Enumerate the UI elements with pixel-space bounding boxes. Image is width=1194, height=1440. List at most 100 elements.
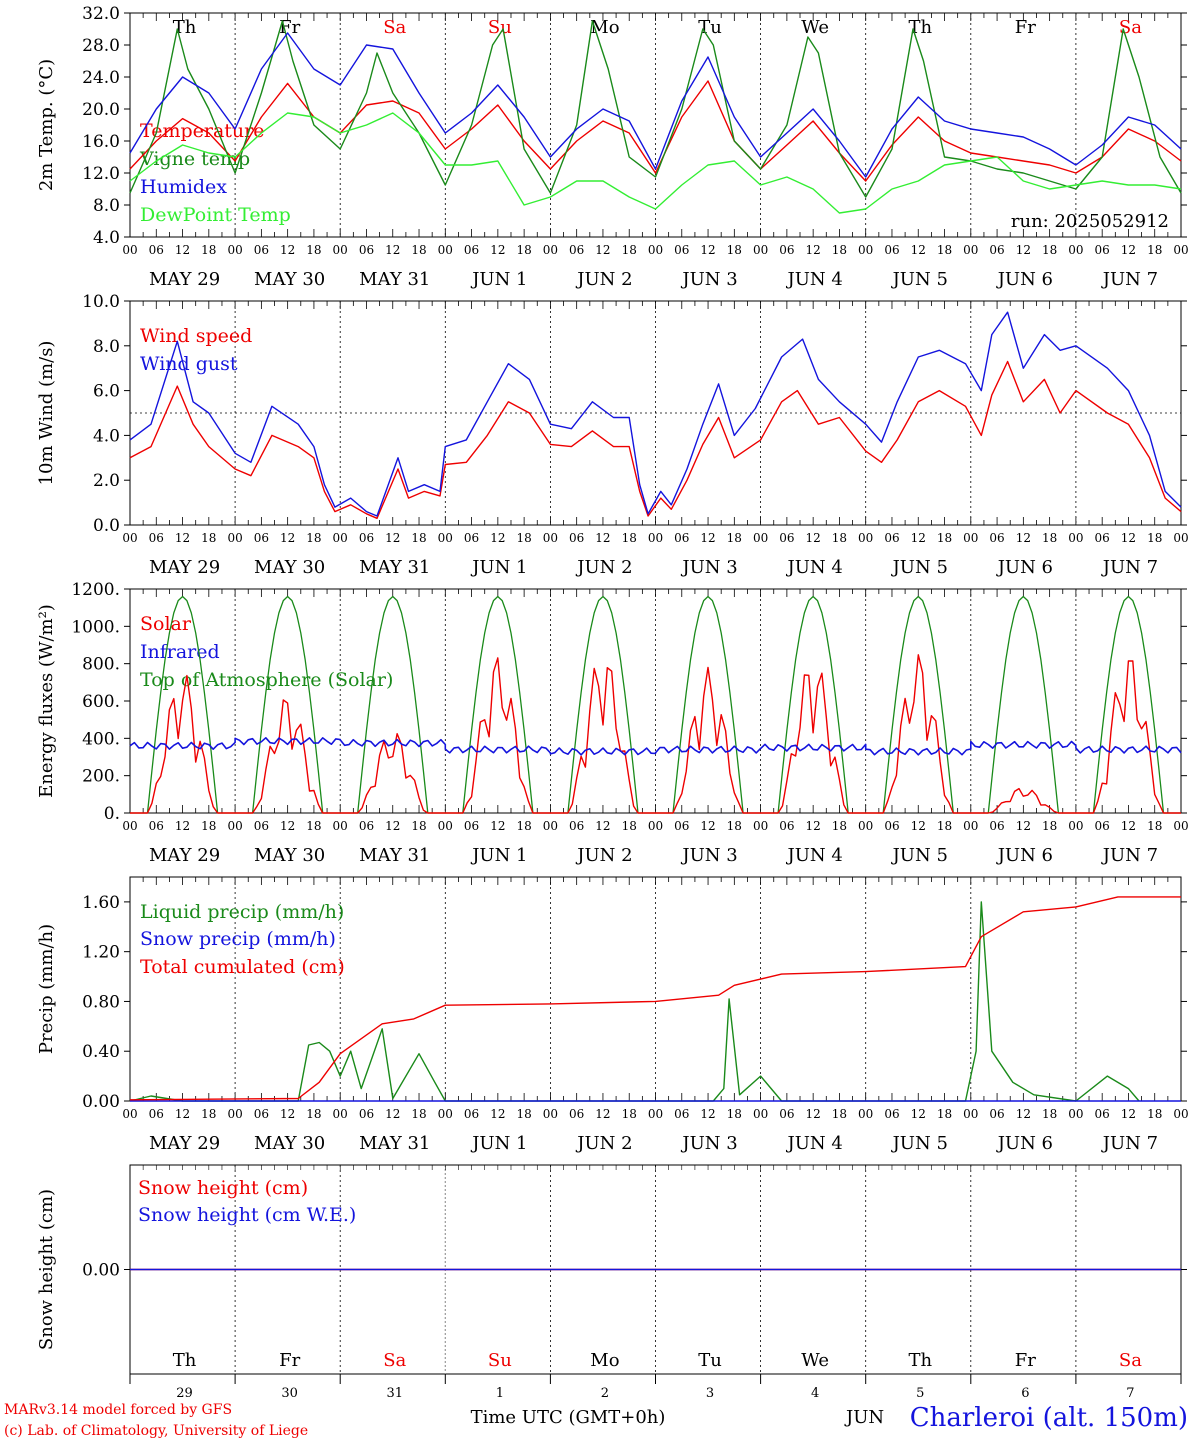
y-tick-label: 10.0 bbox=[82, 292, 120, 312]
day-name: Su bbox=[488, 17, 512, 38]
time-axis-label: Time UTC (GMT+0h) bbox=[471, 1407, 666, 1428]
date-label: JUN 3 bbox=[680, 1133, 737, 1154]
y-tick-label: 28.0 bbox=[82, 36, 120, 56]
hour-tick-label: 06 bbox=[569, 531, 584, 545]
y-tick-label: 1.60 bbox=[82, 893, 120, 913]
y-axis-label: Precip (mm/h) bbox=[36, 924, 57, 1054]
hour-tick-label: 00 bbox=[1068, 531, 1083, 545]
hour-tick-label: 00 bbox=[227, 819, 242, 833]
date-label: JUN 5 bbox=[891, 845, 948, 866]
panel-5: 0.00 Snow height (cm) Snow height (cm) Snow… bbox=[36, 1164, 1187, 1401]
hour-tick-label: 12 bbox=[911, 531, 926, 545]
y-tick-label: 4.0 bbox=[93, 426, 120, 446]
hour-tick-label: 12 bbox=[1016, 531, 1031, 545]
date-label: JUN 1 bbox=[470, 269, 527, 290]
day-name: Fr bbox=[279, 17, 300, 38]
hour-tick-label: 06 bbox=[569, 819, 584, 833]
hour-tick-label: 00 bbox=[648, 531, 663, 545]
hour-tick-label: 18 bbox=[622, 1107, 637, 1121]
y-tick-label: 4.0 bbox=[93, 228, 120, 248]
date-label: JUN 5 bbox=[891, 557, 948, 578]
hour-tick-label: 18 bbox=[411, 243, 426, 257]
legend-entry: Humidex bbox=[140, 176, 227, 198]
date-label: MAY 31 bbox=[359, 845, 430, 866]
day-number: 5 bbox=[916, 1386, 924, 1401]
hour-tick-label: 00 bbox=[753, 1107, 768, 1121]
y-tick-label: 24.0 bbox=[82, 68, 120, 88]
hour-tick-label: 18 bbox=[727, 243, 742, 257]
day-name: Mo bbox=[590, 17, 619, 38]
hour-tick-label: 00 bbox=[1068, 243, 1083, 257]
date-label: JUN 3 bbox=[680, 845, 737, 866]
hour-tick-label: 12 bbox=[385, 1107, 400, 1121]
day-name: We bbox=[801, 1350, 829, 1371]
hour-tick-label: 18 bbox=[1147, 1107, 1162, 1121]
y-tick-label: 8.0 bbox=[93, 337, 120, 357]
date-label: MAY 31 bbox=[359, 269, 430, 290]
hour-tick-label: 00 bbox=[753, 531, 768, 545]
hour-tick-label: 06 bbox=[884, 531, 899, 545]
day-name: Sa bbox=[383, 17, 406, 38]
hour-tick-label: 18 bbox=[201, 819, 216, 833]
date-label: MAY 29 bbox=[149, 557, 220, 578]
day-name: Tu bbox=[698, 1350, 722, 1371]
hour-tick-label: 06 bbox=[254, 1107, 269, 1121]
hour-tick-label: 00 bbox=[543, 531, 558, 545]
hour-tick-label: 18 bbox=[411, 531, 426, 545]
hour-tick-label: 00 bbox=[122, 1107, 137, 1121]
hour-tick-label: 06 bbox=[359, 819, 374, 833]
hour-tick-label: 18 bbox=[516, 531, 531, 545]
hour-tick-label: 18 bbox=[727, 819, 742, 833]
hour-tick-label: 18 bbox=[1042, 243, 1057, 257]
hour-tick-label: 12 bbox=[490, 819, 505, 833]
hour-tick-label: 18 bbox=[1042, 531, 1057, 545]
hour-tick-label: 00 bbox=[543, 1107, 558, 1121]
legend-entry: Wind speed bbox=[140, 325, 252, 347]
hour-tick-label: 12 bbox=[385, 819, 400, 833]
hour-tick-label: 06 bbox=[254, 243, 269, 257]
hour-tick-label: 12 bbox=[700, 819, 715, 833]
hour-tick-label: 06 bbox=[674, 1107, 689, 1121]
y-tick-label: 20.0 bbox=[82, 100, 120, 120]
date-label: MAY 31 bbox=[359, 1133, 430, 1154]
hour-tick-label: 00 bbox=[648, 1107, 663, 1121]
hour-tick-label: 12 bbox=[700, 531, 715, 545]
date-label: JUN 7 bbox=[1101, 269, 1158, 290]
y-tick-label: 0.00 bbox=[82, 1261, 120, 1281]
panel-1: 00 06 12 18 00 06 12 18 00 06 12 18 00 06 12 18 00 06 12 18… bbox=[36, 4, 1189, 290]
hour-tick-label: 06 bbox=[989, 243, 1004, 257]
series-wind-speed bbox=[129, 360, 1182, 519]
hour-tick-label: 12 bbox=[911, 243, 926, 257]
hour-tick-label: 18 bbox=[516, 243, 531, 257]
hour-tick-label: 06 bbox=[779, 531, 794, 545]
date-label: MAY 29 bbox=[149, 269, 220, 290]
hour-tick-label: 06 bbox=[1095, 243, 1110, 257]
hour-tick-label: 00 bbox=[438, 1107, 453, 1121]
hour-tick-label: 00 bbox=[543, 243, 558, 257]
hour-tick-label: 18 bbox=[411, 1107, 426, 1121]
hour-tick-label: 18 bbox=[1042, 1107, 1057, 1121]
y-tick-label: 2.0 bbox=[93, 471, 120, 491]
hour-tick-label: 18 bbox=[937, 1107, 952, 1121]
hour-tick-label: 00 bbox=[858, 243, 873, 257]
hour-tick-label: 18 bbox=[306, 243, 321, 257]
hour-tick-label: 06 bbox=[359, 531, 374, 545]
legend-entry: Snow precip (mm/h) bbox=[140, 928, 336, 950]
hour-tick-label: 12 bbox=[806, 819, 821, 833]
y-tick-label: 8.0 bbox=[93, 196, 120, 216]
hour-tick-label: 06 bbox=[674, 819, 689, 833]
hour-tick-label: 18 bbox=[937, 243, 952, 257]
legend-entry: Vigne temp bbox=[139, 148, 250, 170]
hour-tick-label: 00 bbox=[1173, 243, 1188, 257]
hour-tick-label: 00 bbox=[753, 819, 768, 833]
hour-tick-label: 06 bbox=[464, 819, 479, 833]
date-label: MAY 30 bbox=[254, 845, 325, 866]
hour-tick-label: 18 bbox=[832, 531, 847, 545]
hour-tick-label: 00 bbox=[1068, 819, 1083, 833]
date-label: JUN 1 bbox=[470, 845, 527, 866]
hour-tick-label: 18 bbox=[516, 1107, 531, 1121]
hour-tick-label: 06 bbox=[254, 531, 269, 545]
hour-tick-label: 00 bbox=[438, 243, 453, 257]
hour-tick-label: 00 bbox=[122, 243, 137, 257]
series-temperature bbox=[129, 80, 1182, 182]
